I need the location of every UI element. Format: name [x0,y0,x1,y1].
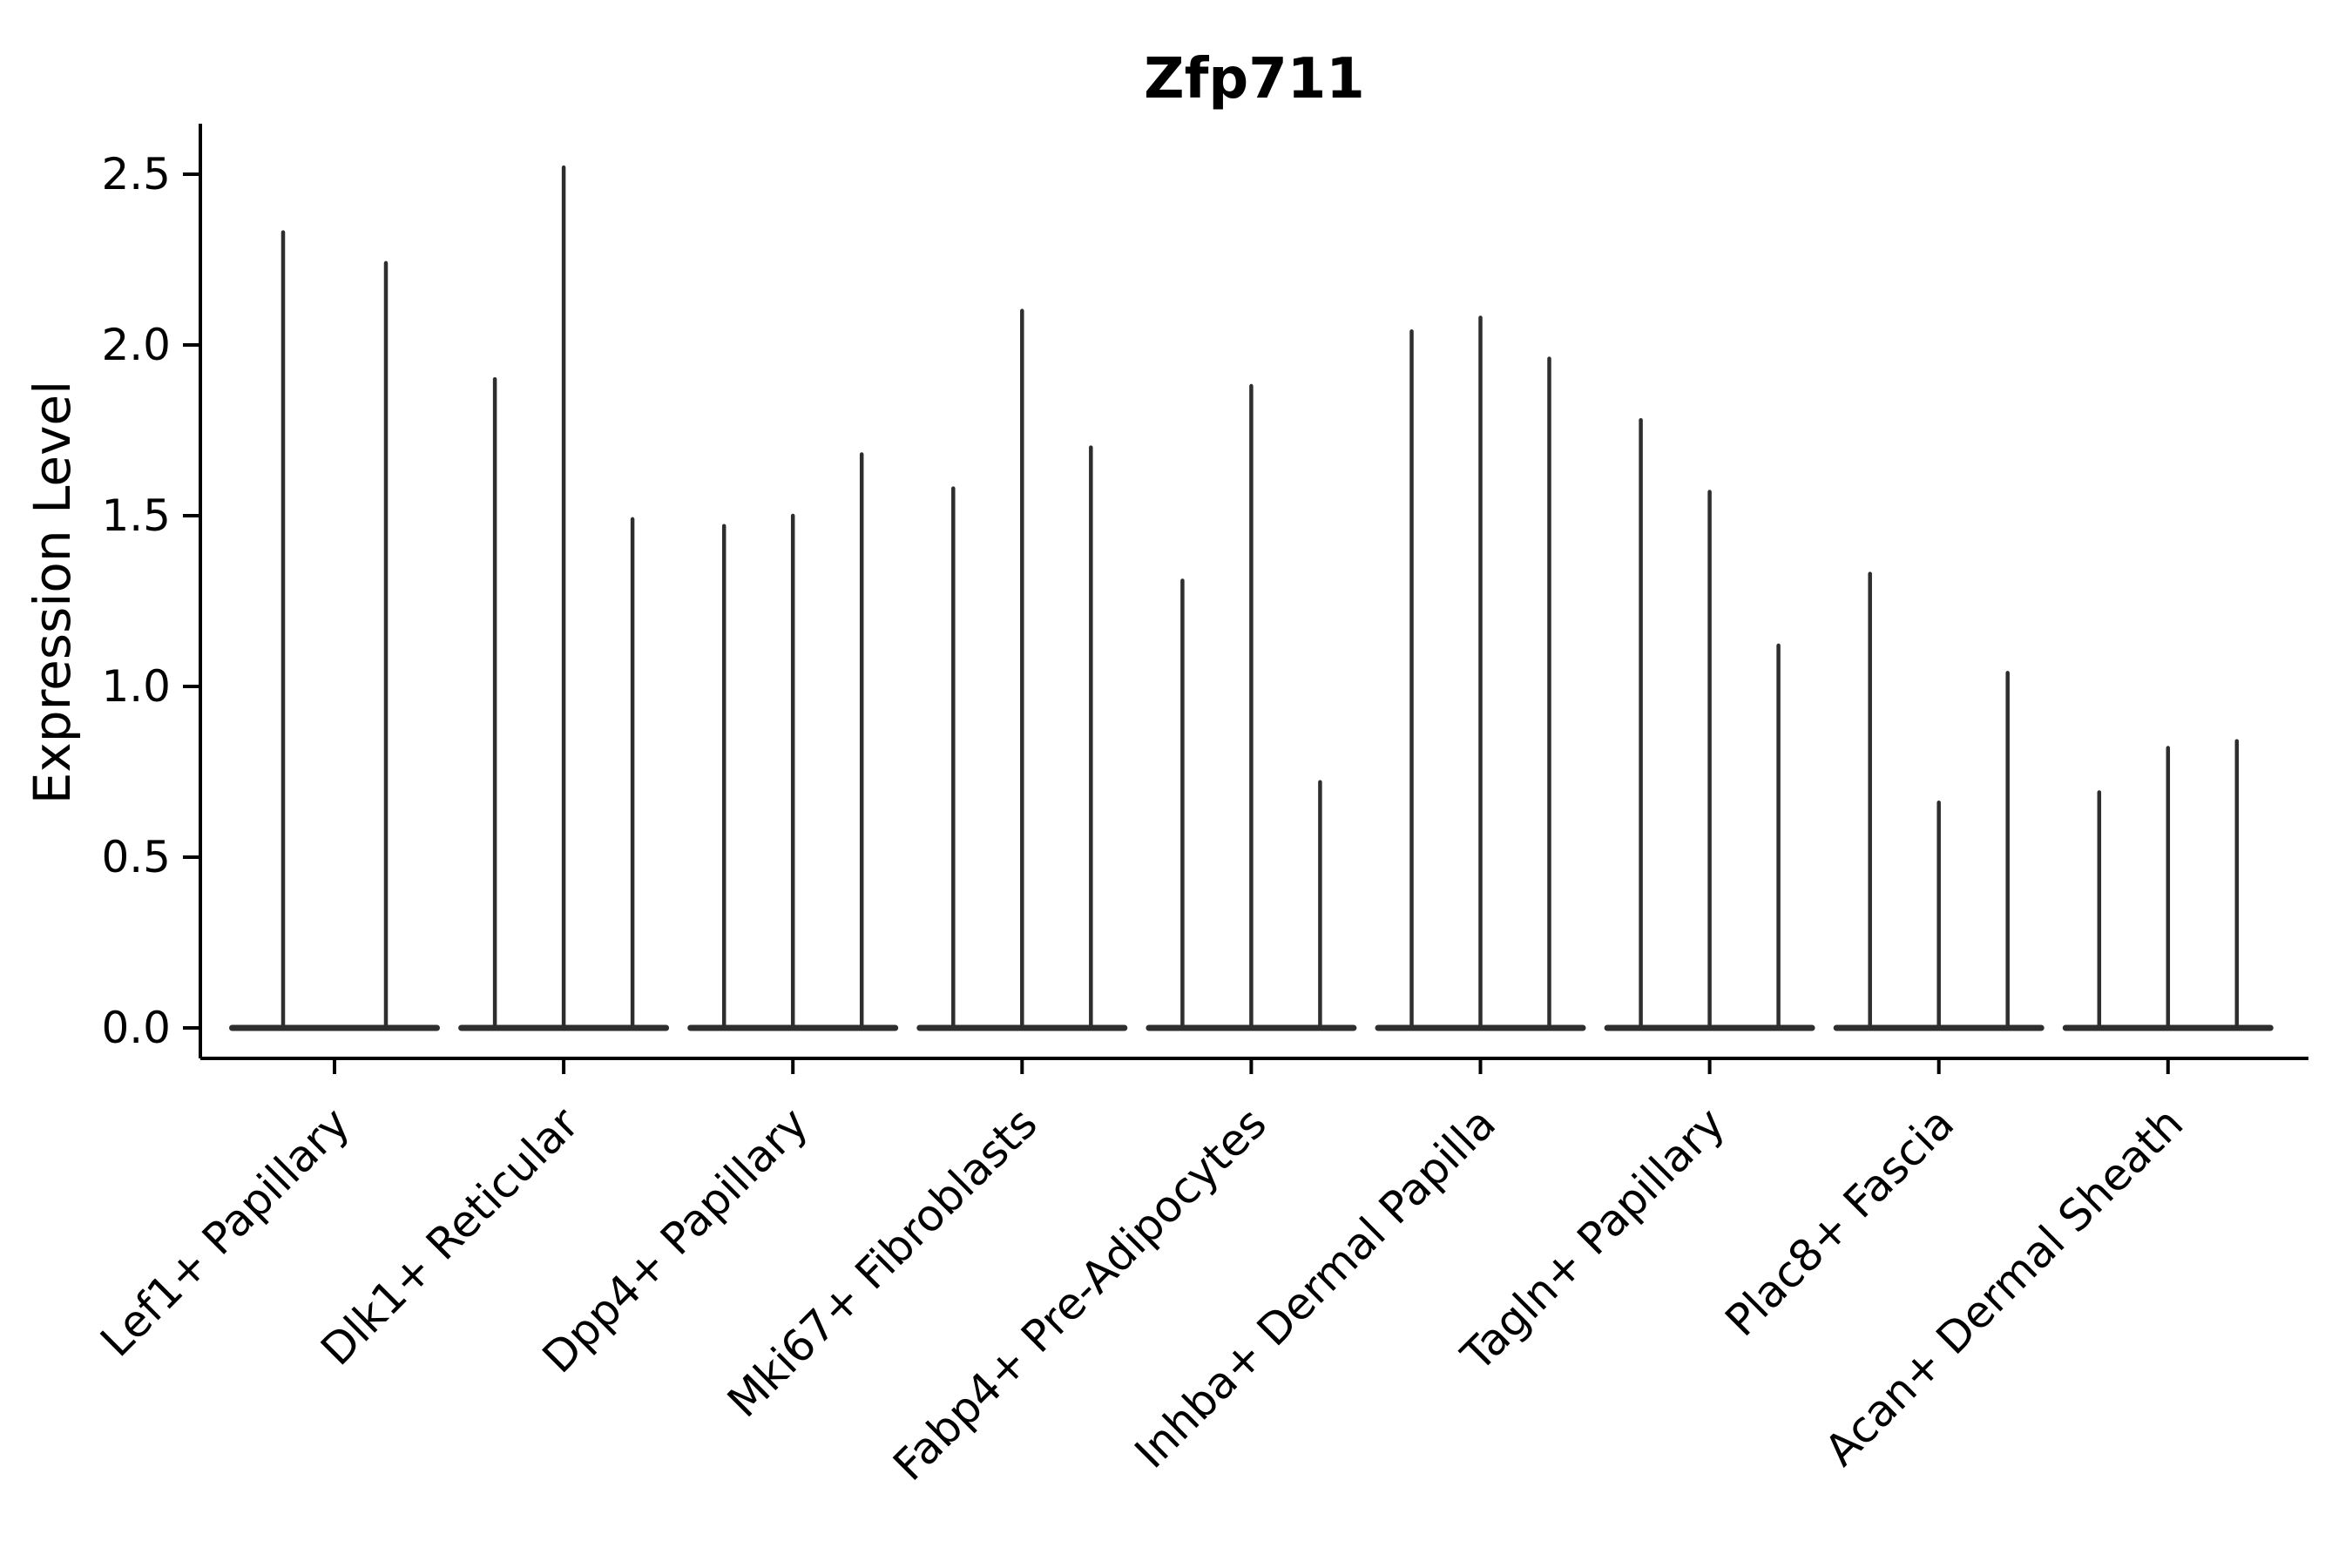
x-category-label: Plac8+ Fascia [1715,1098,1963,1346]
y-axis-label: Expression Level [23,381,82,804]
violin-baseline [229,1024,440,1031]
chart-title: Zfp711 [1144,47,1365,112]
y-tick-label: 2.0 [101,320,171,370]
y-tick-label: 1.5 [101,490,171,541]
y-tick-label: 1.0 [101,661,171,712]
x-category-label: Lef1+ Papillary [91,1098,359,1366]
x-category-label: Fabp4+ Pre-Adipocytes [883,1098,1276,1490]
y-tick-label: 2.5 [101,149,171,199]
y-tick-label: 0.0 [101,1003,171,1053]
y-tick-label: 0.5 [101,832,171,882]
